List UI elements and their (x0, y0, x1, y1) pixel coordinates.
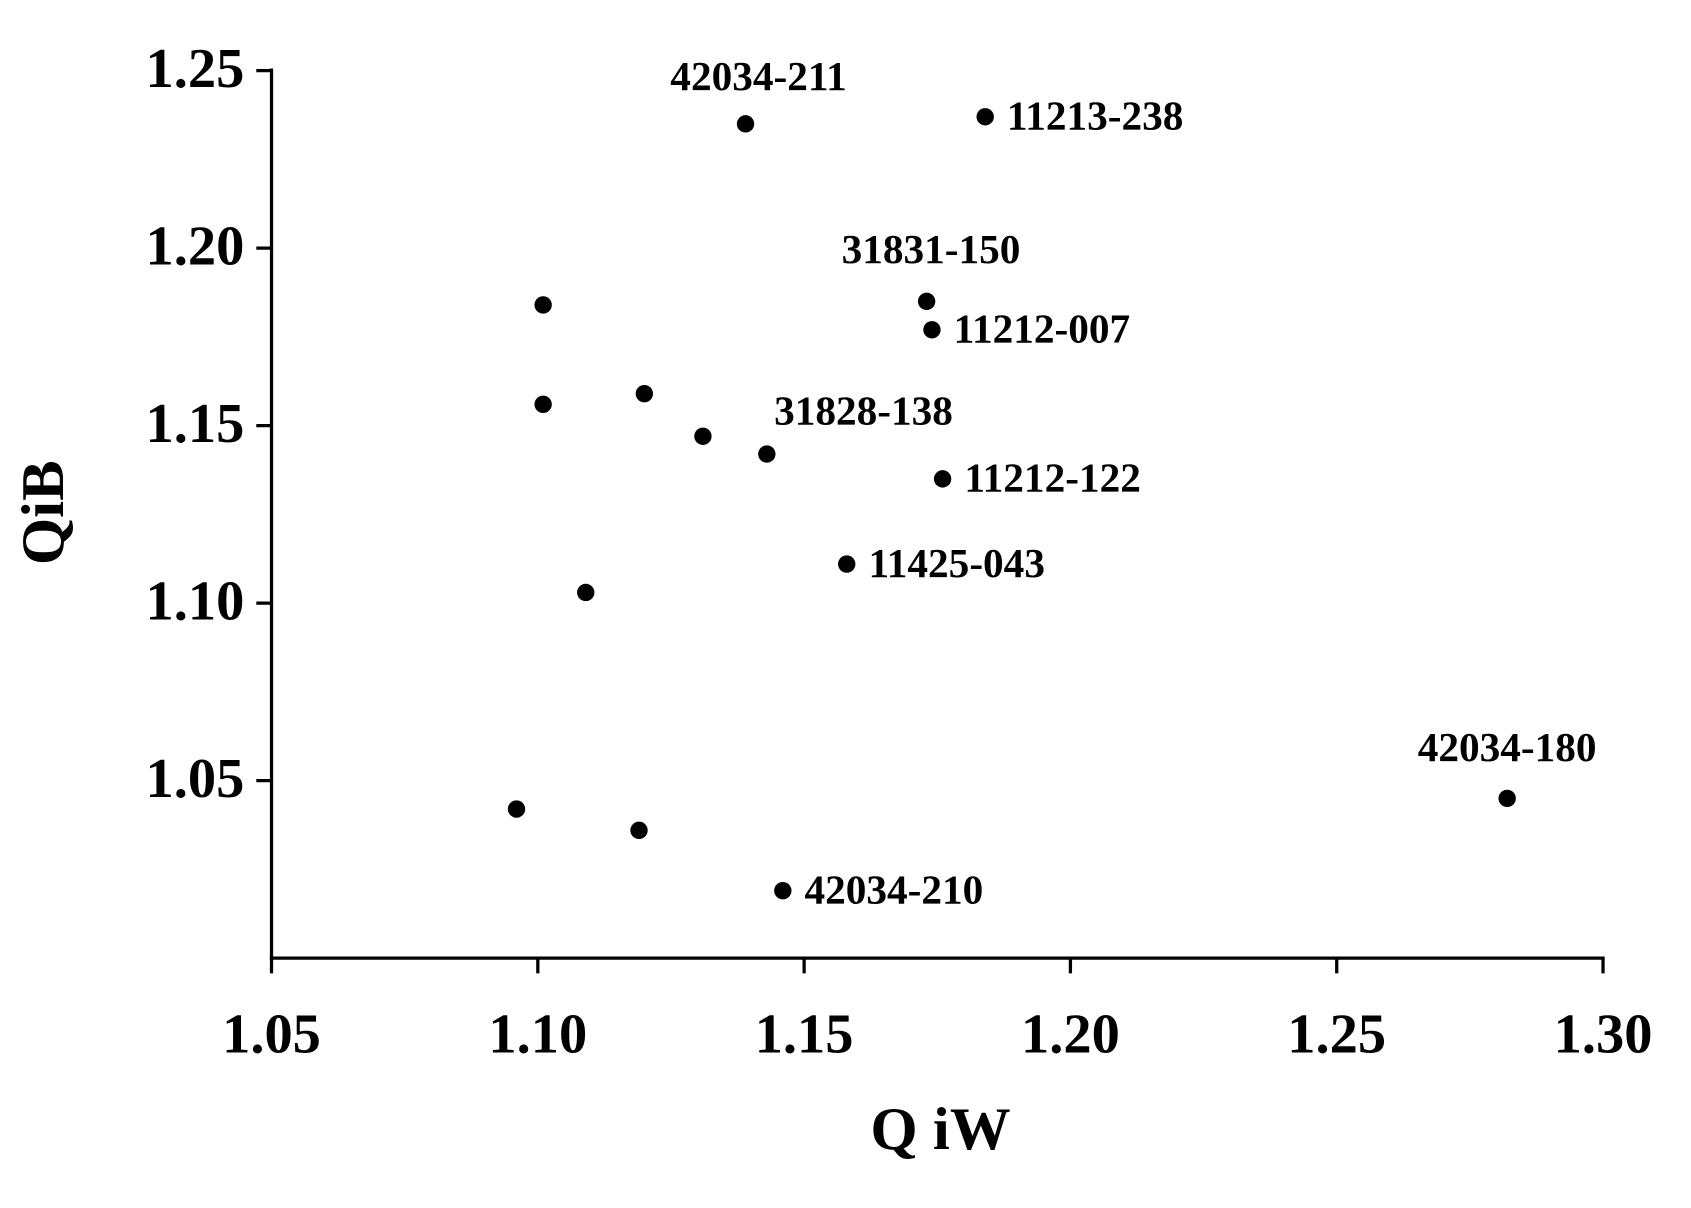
y-tick-label: 1.10 (146, 570, 245, 632)
y-tick-label: 1.15 (146, 393, 245, 455)
point (534, 296, 552, 314)
y-axis-title: QiB (10, 460, 77, 565)
point-label: 11213-238 (1007, 92, 1184, 138)
point (933, 470, 952, 488)
point-label: 11212-122 (964, 455, 1141, 501)
point (838, 555, 856, 573)
point (630, 821, 648, 840)
point (976, 108, 994, 126)
point (635, 384, 654, 403)
x-tick-label: 1.15 (755, 1004, 854, 1066)
point (774, 882, 792, 900)
point (694, 427, 712, 445)
point-label: 11425-043 (868, 540, 1045, 586)
y-tick-label: 1.25 (146, 38, 245, 100)
x-axis-title: Q iW (870, 1096, 1010, 1163)
point-label: 11212-007 (954, 305, 1131, 351)
point-label: 31831-150 (842, 226, 1021, 272)
point-label: 42034-211 (670, 53, 847, 99)
x-tick-label: 1.30 (1554, 1004, 1653, 1066)
point (917, 292, 936, 311)
point (1498, 789, 1516, 808)
y-tick-label: 1.05 (146, 748, 245, 810)
point-label: 42034-210 (805, 866, 984, 912)
x-tick-label: 1.05 (222, 1004, 321, 1066)
point (736, 115, 755, 133)
point (507, 800, 526, 818)
point (577, 583, 595, 602)
y-tick-label: 1.20 (146, 215, 245, 277)
point (758, 445, 776, 463)
point (923, 321, 941, 339)
x-tick-label: 1.20 (1021, 1004, 1120, 1066)
point-label: 42034-180 (1418, 724, 1597, 770)
x-tick-label: 1.25 (1287, 1004, 1386, 1066)
x-tick-label: 1.10 (488, 1004, 587, 1066)
point-label: 31828-138 (774, 387, 953, 433)
point (534, 395, 552, 414)
